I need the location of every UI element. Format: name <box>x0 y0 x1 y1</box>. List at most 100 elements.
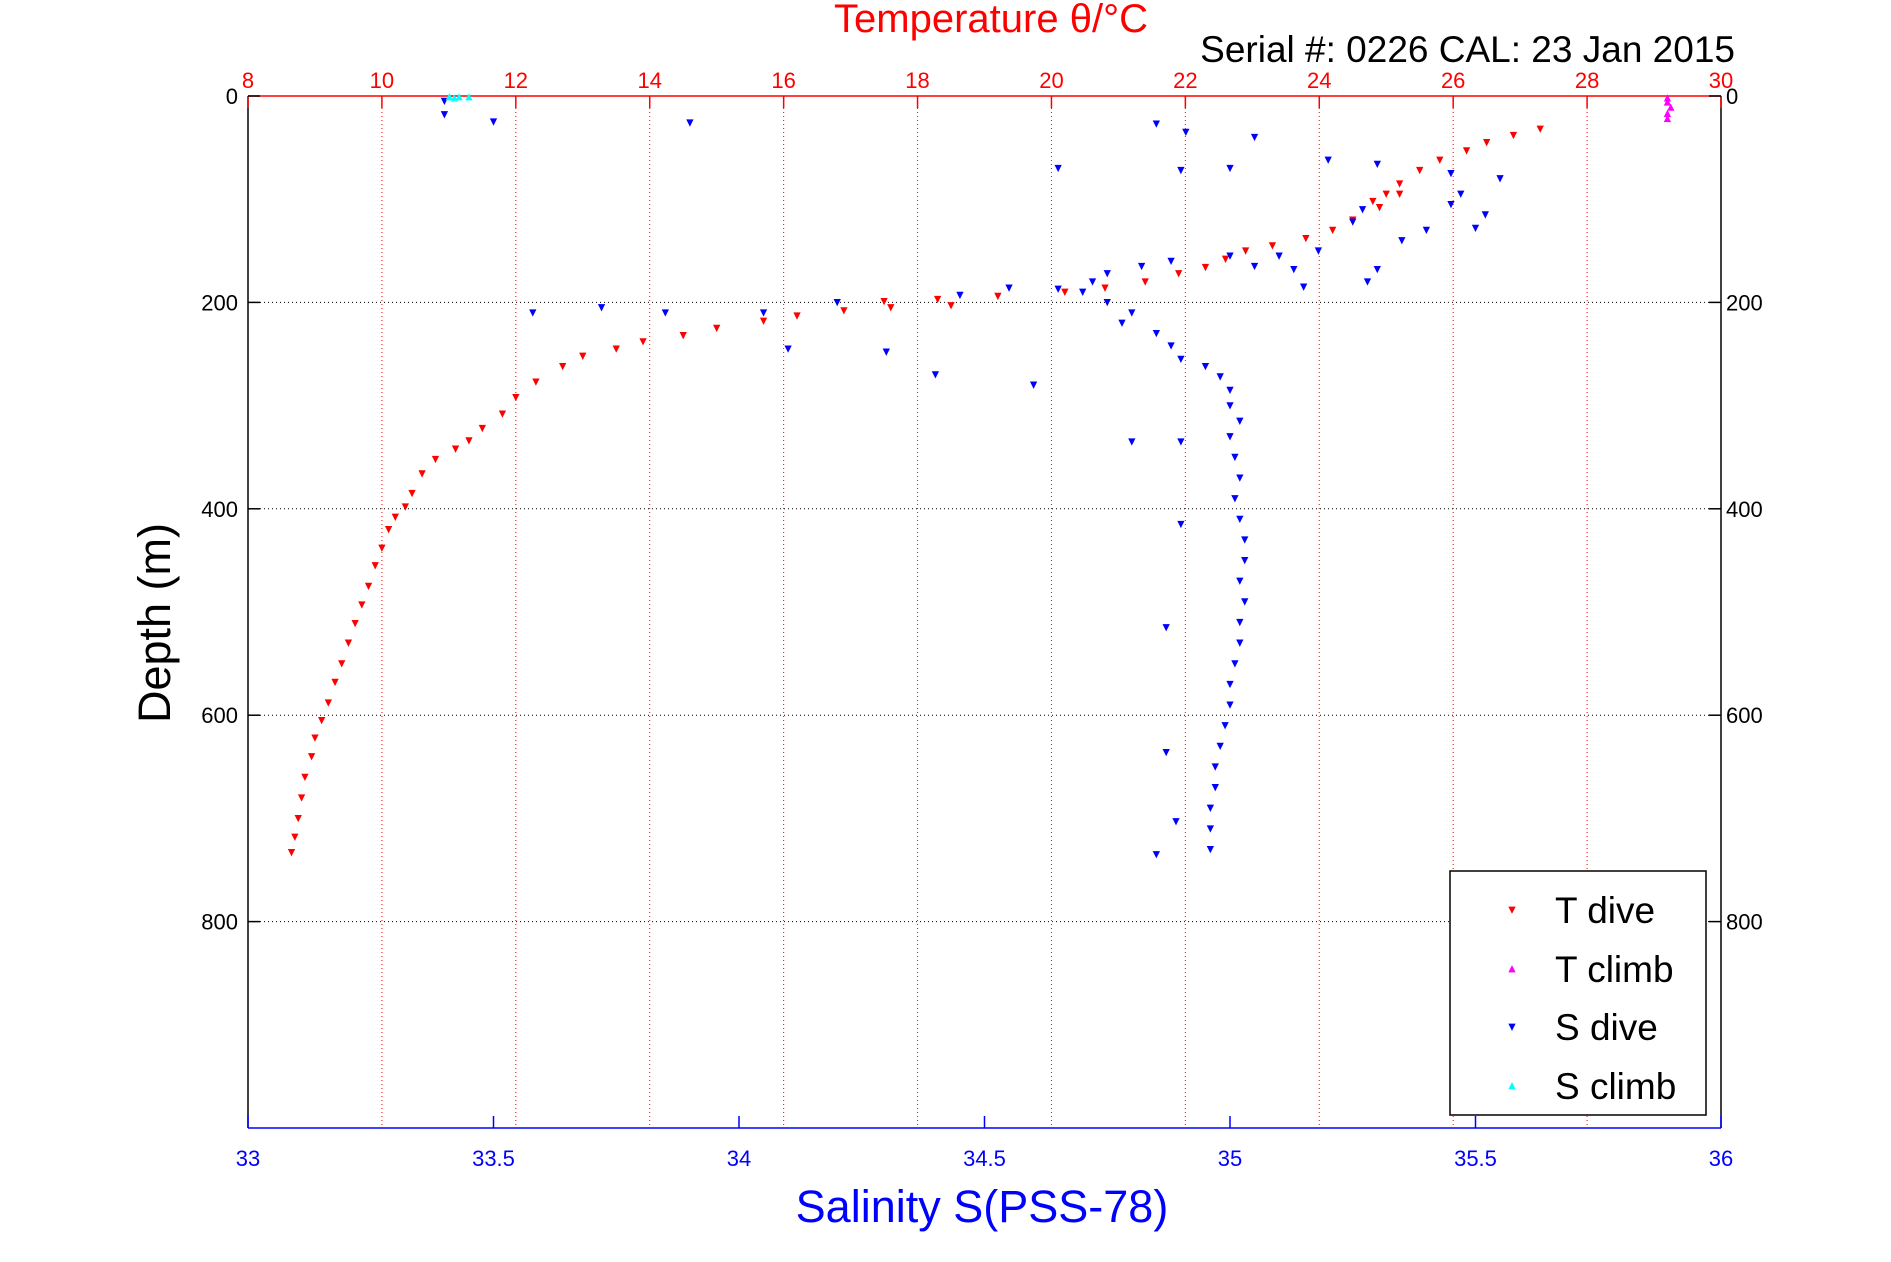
depth-tick-label-left: 400 <box>201 497 238 522</box>
legend-markers <box>1508 906 1516 1090</box>
s-dive-point <box>1496 175 1504 183</box>
s-dive-point <box>931 371 940 379</box>
t-dive-point <box>840 307 848 315</box>
temperature-tick-label: 12 <box>504 68 528 93</box>
y-axis-label: Depth (m) <box>129 523 180 723</box>
depth-tick-label-left: 200 <box>201 290 238 315</box>
s-dive-point <box>1236 417 1244 425</box>
t-dive-point <box>1175 270 1183 278</box>
legend-entry-t-dive: T dive <box>1555 890 1655 931</box>
depth-tick-label-left: 0 <box>226 84 238 109</box>
t-dive-point <box>512 393 520 402</box>
temperature-tick-label: 22 <box>1173 68 1197 93</box>
s-dive-point <box>1231 453 1239 462</box>
s-dive-point <box>1177 166 1185 175</box>
t-dive-point <box>713 324 721 333</box>
depth-tick-label-right: 200 <box>1726 290 1763 315</box>
data-points <box>287 93 1675 859</box>
s-dive-point <box>1231 660 1239 668</box>
salinity-tick-label: 33.5 <box>472 1146 515 1171</box>
s-dive-point <box>1236 577 1244 585</box>
s-dive-point <box>1447 170 1455 178</box>
t-dive-point <box>358 601 366 609</box>
s-dive-point <box>1241 536 1249 544</box>
t-climb-point <box>1663 114 1672 123</box>
chart-title: Temperature θ/°C <box>834 0 1148 41</box>
s-dive-point <box>686 119 694 127</box>
t-dive-point <box>498 410 507 418</box>
t-dive-point <box>291 833 299 841</box>
t-dive-point <box>331 678 339 687</box>
t-dive-point <box>793 312 801 320</box>
t-dive-series <box>287 125 1544 857</box>
t-dive-point <box>391 513 399 521</box>
t-dive-point <box>679 332 687 340</box>
depth-tick-label-right: 800 <box>1726 910 1763 935</box>
t-dive-point <box>451 445 460 453</box>
s-dive-point <box>1118 319 1126 327</box>
s-dive-point <box>1226 164 1234 173</box>
t-climb-point <box>1667 103 1675 111</box>
s-dive-point <box>440 97 449 106</box>
s-dive-point <box>1275 252 1283 260</box>
s-dive-point <box>1128 438 1136 446</box>
salinity-tick-label: 34 <box>727 1146 751 1171</box>
s-dive-point <box>1349 218 1357 226</box>
s-dive-point <box>1422 226 1431 235</box>
s-dive-point <box>1054 285 1062 293</box>
depth-tick-label-right: 400 <box>1726 497 1763 522</box>
t-dive-point <box>579 352 587 360</box>
t-dive-point <box>478 424 486 433</box>
legend-entry-s-climb: S climb <box>1555 1066 1676 1107</box>
t-climb-point <box>1663 98 1672 106</box>
t-dive-point <box>1509 131 1518 140</box>
t-dive-point <box>384 526 393 534</box>
s-dive-point <box>1162 624 1170 632</box>
s-dive-point <box>1226 433 1234 441</box>
s-climb-point <box>455 93 463 101</box>
s-dive-point <box>661 309 669 317</box>
salinity-tick-label: 36 <box>1709 1146 1733 1171</box>
s-dive-point <box>1206 804 1215 812</box>
t-dive-point <box>431 455 440 464</box>
t-dive-point <box>559 362 567 371</box>
t-dive-legend-marker <box>1508 906 1516 914</box>
s-dive-point <box>1177 355 1185 364</box>
salinity-tick-label: 35.5 <box>1454 1146 1497 1171</box>
s-dive-point <box>1088 278 1097 286</box>
s-dive-point <box>1103 270 1111 278</box>
s-dive-point <box>1250 262 1259 271</box>
s-dive-point <box>1201 362 1210 371</box>
t-dive-point <box>1395 190 1404 198</box>
s-climb-point <box>445 93 453 101</box>
s-dive-point <box>1103 299 1111 307</box>
s-dive-point <box>759 309 768 317</box>
s-dive-point <box>1457 190 1465 198</box>
t-dive-point <box>1375 204 1384 212</box>
t-dive-point <box>364 582 373 591</box>
legend-box <box>1449 870 1707 1116</box>
s-dive-point <box>1216 373 1224 381</box>
s-dive-point <box>1005 284 1013 292</box>
s-dive-point <box>1481 211 1489 219</box>
legend-entry-t-climb: T climb <box>1555 949 1674 990</box>
t-dive-point <box>408 489 416 498</box>
t-dive-point <box>351 619 359 628</box>
t-dive-point <box>294 815 302 823</box>
t-dive-point <box>994 292 1002 301</box>
s-dive-point <box>529 309 537 317</box>
s-dive-point <box>597 304 606 312</box>
s-dive-point <box>1152 329 1160 338</box>
t-dive-point <box>1061 288 1069 296</box>
s-dive-point <box>1177 520 1185 529</box>
s-dive-point <box>1236 639 1244 647</box>
t-dive-point <box>378 544 386 552</box>
s-climb-legend-marker <box>1508 1082 1516 1090</box>
s-dive-point <box>1029 381 1038 389</box>
temperature-tick-label: 18 <box>905 68 929 93</box>
s-dive-point <box>1226 701 1234 709</box>
t-dive-point <box>401 503 409 511</box>
s-dive-point <box>784 345 792 353</box>
depth-tick-label-left: 600 <box>201 703 238 728</box>
